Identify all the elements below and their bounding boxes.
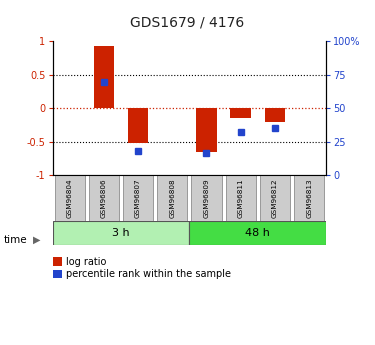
Text: GSM96813: GSM96813 (306, 178, 312, 218)
Bar (265, 108, 285, 122)
Text: time: time (4, 235, 27, 245)
Text: GSM96808: GSM96808 (169, 178, 175, 218)
Bar (230, 108, 251, 118)
Bar (128, 108, 148, 143)
Text: GSM96807: GSM96807 (135, 178, 141, 218)
FancyBboxPatch shape (157, 175, 188, 221)
Text: 3 h: 3 h (112, 228, 130, 238)
FancyBboxPatch shape (260, 175, 290, 221)
Bar (94, 46, 114, 108)
FancyBboxPatch shape (54, 175, 85, 221)
Bar (196, 108, 217, 152)
FancyBboxPatch shape (294, 175, 324, 221)
Text: GDS1679 / 4176: GDS1679 / 4176 (130, 15, 244, 29)
Text: GSM96806: GSM96806 (101, 178, 107, 218)
FancyBboxPatch shape (191, 175, 222, 221)
FancyBboxPatch shape (123, 175, 153, 221)
Text: ▶: ▶ (33, 235, 40, 245)
FancyBboxPatch shape (53, 221, 189, 245)
Text: GSM96804: GSM96804 (67, 178, 73, 218)
Text: GSM96809: GSM96809 (204, 178, 210, 218)
Text: 48 h: 48 h (245, 228, 270, 238)
FancyBboxPatch shape (189, 221, 326, 245)
Text: GSM96811: GSM96811 (238, 178, 244, 218)
Text: log ratio: log ratio (66, 257, 106, 266)
Text: GSM96812: GSM96812 (272, 178, 278, 218)
FancyBboxPatch shape (89, 175, 119, 221)
FancyBboxPatch shape (226, 175, 256, 221)
Text: percentile rank within the sample: percentile rank within the sample (66, 269, 231, 279)
